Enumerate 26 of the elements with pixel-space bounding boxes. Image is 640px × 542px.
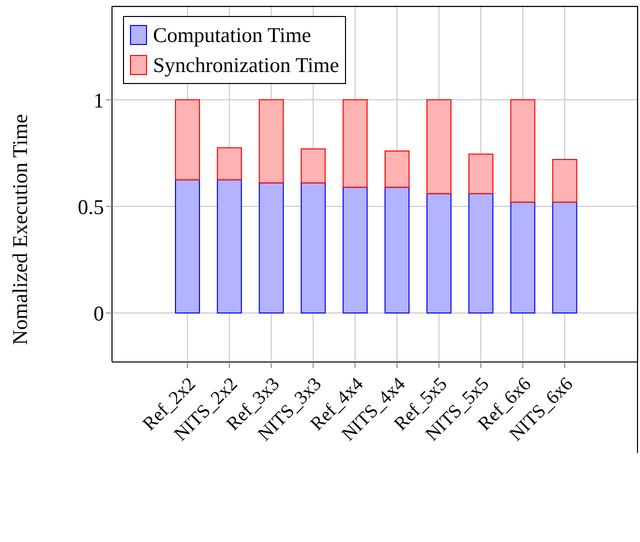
bar (384, 186, 410, 314)
y-tick-label: 1 (94, 88, 104, 112)
bar (510, 202, 536, 314)
y-axis-title: Nomalized Execution Time (8, 114, 32, 344)
bar (300, 182, 326, 314)
y-tick-label: 0 (94, 301, 104, 326)
legend-label: Synchronization Time (153, 52, 340, 79)
bar (216, 147, 242, 180)
bar (342, 99, 368, 188)
bar (258, 182, 284, 314)
bar (342, 186, 368, 314)
legend-label: Computation Time (153, 22, 312, 49)
y-tick-label: 0.5 (78, 194, 104, 219)
bar (552, 158, 578, 203)
bar (468, 154, 494, 194)
bar (384, 150, 410, 188)
bar (300, 148, 326, 184)
bar (552, 202, 578, 314)
bar (426, 193, 452, 314)
bar (510, 99, 536, 203)
bar (426, 99, 452, 194)
bar (468, 193, 494, 314)
bar (174, 179, 200, 314)
bar (216, 179, 242, 314)
bar (258, 99, 284, 184)
bar (174, 99, 200, 180)
